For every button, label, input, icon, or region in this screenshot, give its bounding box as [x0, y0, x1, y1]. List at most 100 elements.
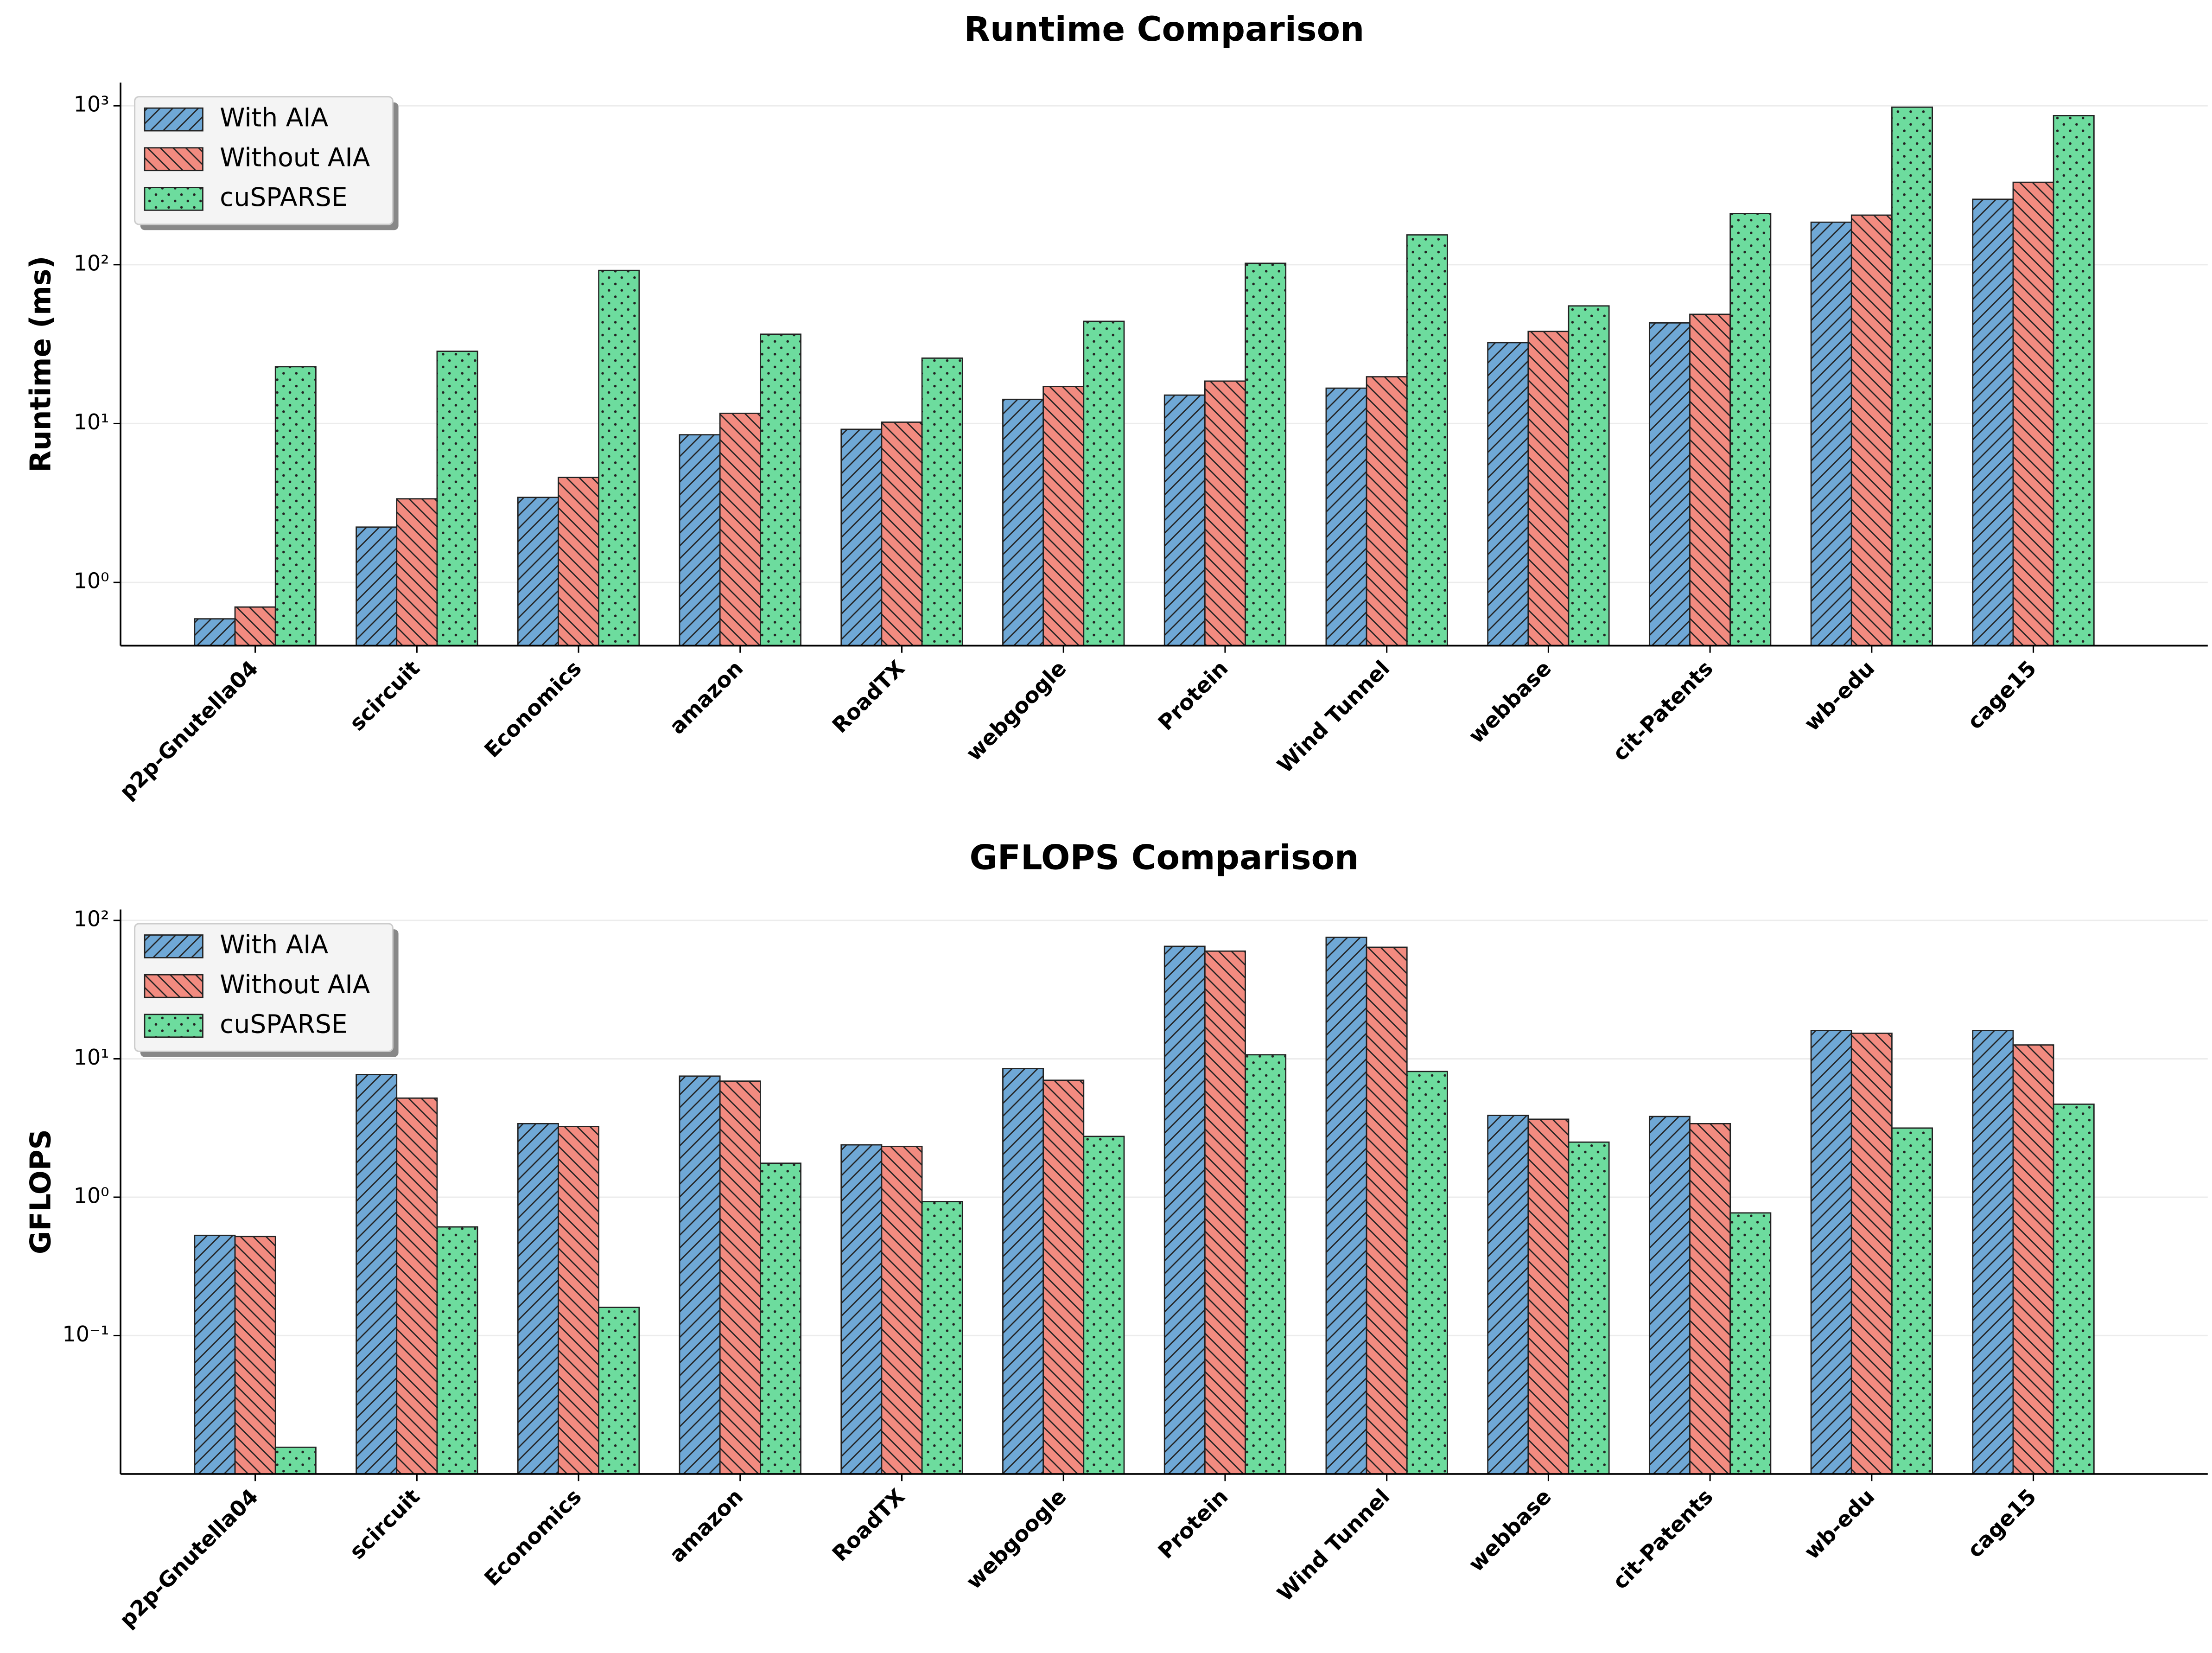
bar — [1245, 262, 1287, 646]
bar — [1487, 1115, 1529, 1475]
bar — [1245, 1054, 1287, 1475]
bar — [679, 1075, 721, 1475]
bar — [679, 434, 721, 646]
bar — [1083, 1136, 1125, 1475]
bar — [1163, 394, 1206, 646]
bar — [1850, 1033, 1893, 1475]
x-tick-label: p2p-Gnutella04 — [114, 656, 263, 804]
bar — [1568, 1141, 1610, 1475]
bar — [719, 412, 761, 646]
bar — [1568, 305, 1610, 646]
bar — [356, 1074, 398, 1475]
y-axis-label: Runtime (ms) — [24, 256, 57, 472]
bar — [436, 351, 478, 646]
y-axis-label: GFLOPS — [24, 1129, 57, 1254]
y-tick-label: 10⁰ — [74, 1183, 109, 1208]
legend-label: With AIA — [220, 103, 328, 133]
legend-swatch — [144, 107, 203, 132]
bar — [1204, 380, 1246, 646]
bar — [2012, 1044, 2054, 1475]
x-tick-label: cit-Patents — [1608, 656, 1718, 766]
x-tick-label: webgoogle — [961, 656, 1071, 766]
legend-swatch — [144, 1014, 203, 1038]
bar — [1204, 950, 1246, 1475]
bar — [921, 1201, 963, 1475]
bar — [1891, 106, 1933, 646]
bar — [921, 357, 963, 646]
bar — [1042, 1079, 1085, 1475]
x-tick-label: RoadTX — [827, 1484, 909, 1566]
bar — [1689, 1123, 1731, 1475]
bar — [840, 1144, 883, 1475]
bar — [1163, 945, 1206, 1475]
bar — [2053, 1104, 2095, 1475]
bar — [1527, 331, 1570, 646]
bar — [1366, 376, 1408, 646]
bar — [1366, 946, 1408, 1475]
x-tick-label: webgoogle — [961, 1484, 1071, 1594]
legend-label: cuSPARSE — [220, 182, 347, 212]
x-tick-label: Economics — [479, 1484, 586, 1591]
y-tick-label: 10¹ — [74, 1045, 109, 1070]
bar — [517, 497, 559, 646]
bar — [1487, 342, 1529, 646]
bar — [558, 477, 600, 646]
bar — [881, 1145, 923, 1475]
legend-swatch — [144, 974, 203, 998]
bar — [1527, 1118, 1570, 1475]
bar — [517, 1123, 559, 1475]
bar — [1729, 213, 1772, 646]
x-tick-label: scircuit — [344, 656, 425, 736]
x-tick-label: amazon — [664, 656, 748, 739]
bar — [719, 1080, 761, 1475]
legend-label: With AIA — [220, 930, 328, 959]
chart-title: GFLOPS Comparison — [970, 838, 1359, 877]
bar — [1083, 320, 1125, 646]
bar — [2012, 181, 2054, 646]
bar — [234, 606, 276, 646]
bar — [436, 1226, 478, 1475]
legend-swatch — [144, 187, 203, 211]
bar — [396, 498, 438, 646]
bar — [1972, 198, 2014, 646]
x-tick-label: cage15 — [1963, 1484, 2041, 1563]
bar — [759, 1162, 801, 1475]
bar — [1810, 1030, 1852, 1475]
bar — [840, 428, 883, 646]
x-tick-label: amazon — [664, 1484, 748, 1567]
x-tick-label: wb-edu — [1799, 1484, 1879, 1564]
bar — [194, 618, 236, 646]
bar — [1042, 386, 1085, 646]
x-tick-label: cage15 — [1963, 656, 2041, 734]
x-tick-label: scircuit — [344, 1484, 425, 1564]
legend-label: Without AIA — [220, 142, 370, 172]
bar — [274, 366, 317, 646]
y-tick-label: 10³ — [74, 92, 109, 117]
bar — [881, 421, 923, 646]
bar — [1810, 221, 1852, 646]
x-tick-label: Protein — [1153, 1484, 1233, 1564]
y-tick-label: 10¹ — [74, 409, 109, 434]
bar — [1406, 1071, 1448, 1475]
bar — [194, 1234, 236, 1475]
bar — [1002, 1068, 1044, 1475]
bar — [598, 1307, 640, 1475]
x-tick-label: Wind Tunnel — [1272, 656, 1395, 778]
bar — [1406, 234, 1448, 646]
bar — [598, 269, 640, 646]
chart-title: Runtime Comparison — [964, 10, 1365, 49]
legend-swatch — [144, 934, 203, 958]
bar — [2053, 115, 2095, 646]
x-tick-label: webbase — [1463, 656, 1556, 748]
y-tick-label: 10² — [74, 906, 109, 932]
x-tick-label: Economics — [479, 656, 586, 763]
y-tick-label: 10⁰ — [74, 568, 109, 594]
bar — [396, 1097, 438, 1475]
x-tick-label: p2p-Gnutella04 — [114, 1484, 263, 1632]
bar — [1648, 322, 1691, 646]
legend-label: Without AIA — [220, 970, 370, 999]
y-tick-label: 10² — [74, 250, 109, 275]
bar — [1002, 398, 1044, 646]
legend-label: cuSPARSE — [220, 1009, 347, 1039]
